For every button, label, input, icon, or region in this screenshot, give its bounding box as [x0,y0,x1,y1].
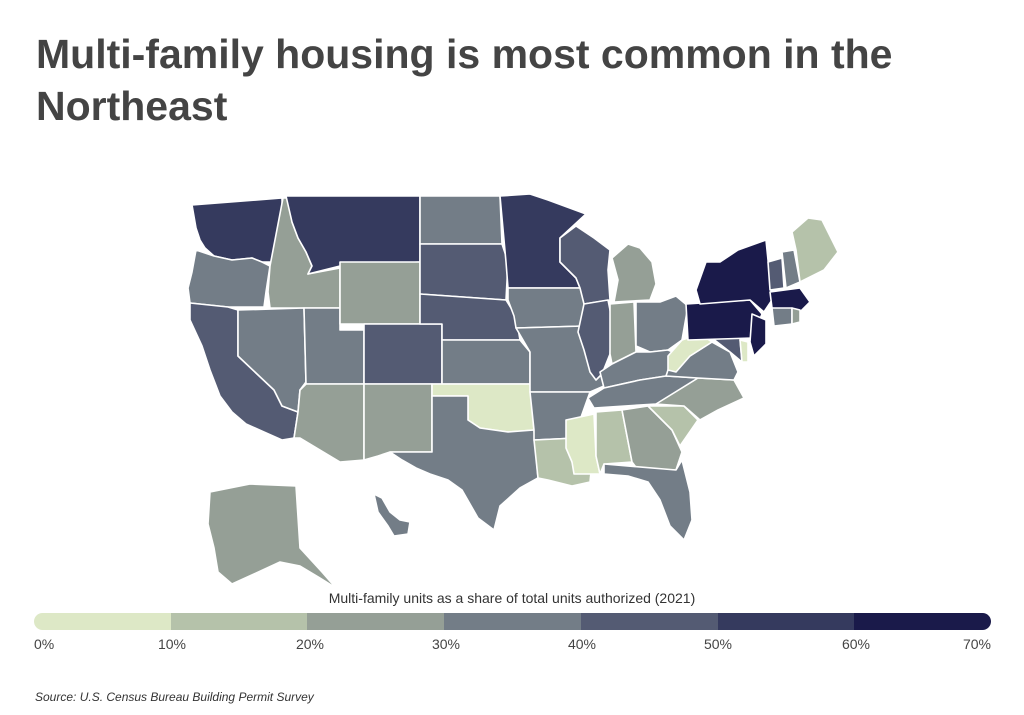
state-tx [389,395,539,531]
state-or [187,249,271,308]
legend-tick: 50% [703,636,733,652]
legend-tick: 20% [295,636,325,652]
state-ri [791,307,801,325]
state-fl [603,459,693,541]
state-az [293,383,365,463]
legend-tick: 60% [841,636,871,652]
legend-tick: 10% [157,636,187,652]
state-co [363,323,443,385]
state-de [739,339,749,363]
state-nd [419,195,503,245]
legend-bin-0 [34,613,171,630]
state-sd [419,243,509,301]
legend-bin-2 [307,613,445,630]
state-ct [771,307,793,327]
state-wi [559,225,611,305]
state-vt [767,257,785,291]
state-ma [769,287,811,313]
state-wy [339,261,421,325]
chart-title: Multi-family housing is most common in t… [36,31,893,129]
state-ks [441,339,531,385]
legend-tick: 0% [34,636,55,652]
source-note: Source: U.S. Census Bureau Building Perm… [35,690,314,704]
legend-bin-5 [717,613,855,630]
legend-title: Multi-family units as a share of total u… [328,590,696,606]
state-ak [207,483,337,589]
state-ms [565,413,601,475]
legend-tick: 70% [962,636,991,652]
state-hi [373,493,411,537]
legend-bin-4 [580,613,718,630]
legend-bin-6 [854,613,991,630]
state-ny [695,239,773,313]
state-mi [611,243,657,303]
state-ia [507,287,591,329]
legend-tick-labels: 0% 10% 20% 30% 40% 50% 60% 70% [0,636,1024,656]
state-nm [363,383,433,461]
legend-tick: 40% [567,636,597,652]
legend-color-scale [34,613,991,630]
legend-tick: 30% [431,636,461,652]
legend-bin-1 [170,613,308,630]
legend-bin-3 [444,613,581,630]
state-me [791,217,839,283]
state-nj [749,313,767,357]
